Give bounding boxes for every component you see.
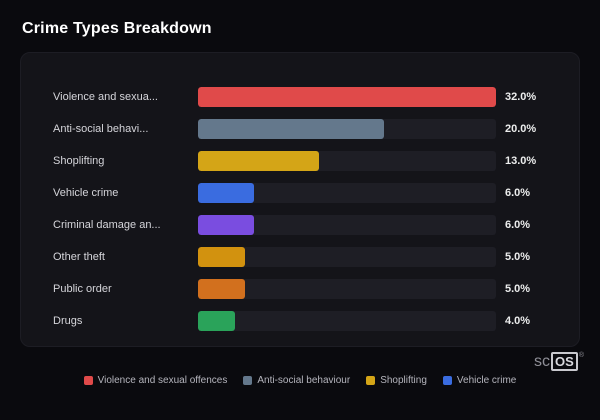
category-label: Shoplifting [53,155,105,167]
crime-dashboard-page: Crime Types Breakdown Violence and sexua… [0,20,600,386]
bar-segment[interactable] [198,87,496,107]
bar-segment[interactable] [198,279,245,299]
bar-segment[interactable] [198,183,254,203]
chart-row: Anti-social behavi... 20.0% [53,119,553,139]
value-label: 6.0% [505,219,531,231]
legend-label: Anti-social behaviour [257,375,351,386]
registered-mark: ® [578,351,584,359]
chart-row: Public order 5.0% [53,279,553,299]
category-label: Vehicle crime [53,187,119,199]
legend-swatch-icon [83,376,93,385]
bar-segment[interactable] [198,311,236,331]
value-label: 5.0% [505,283,531,295]
bar-track [198,279,496,299]
bar-track [198,119,496,139]
value-label: 5.0% [505,251,531,263]
scos-logo: sc OS ® [534,351,584,372]
value-label: 6.0% [505,187,531,199]
category-label: Anti-social behavi... [53,123,149,135]
legend-swatch-icon [442,376,452,385]
value-label: 32.0% [505,91,537,103]
bar-track [198,247,496,267]
legend-swatch-icon [366,376,376,385]
legend-item[interactable]: Vehicle crime [442,375,517,386]
value-label: 4.0% [505,315,531,327]
legend-label: Vehicle crime [456,375,517,386]
category-label: Criminal damage an... [53,219,161,231]
chart-legend: Violence and sexual offences Anti-social … [0,375,600,386]
bar-chart: Violence and sexua... 32.0% Anti-social be… [53,87,553,331]
bar-segment[interactable] [198,151,320,171]
chart-row: Vehicle crime 6.0% [53,183,553,203]
bar-segment[interactable] [198,119,385,139]
logo-text-sc: sc [534,352,551,370]
bar-segment[interactable] [198,247,245,267]
chart-card: Violence and sexua... 32.0% Anti-social be… [20,52,580,347]
bar-track [198,215,496,235]
category-label: Other theft [53,251,105,263]
chart-row: Violence and sexua... 32.0% [53,87,553,107]
legend-item[interactable]: Anti-social behaviour [243,375,350,386]
legend-item[interactable]: Shoplifting [366,375,427,386]
bar-track [198,183,496,203]
legend-swatch-icon [243,376,253,385]
chart-row: Criminal damage an... 6.0% [53,215,553,235]
legend-label: Violence and sexual offences [97,375,228,386]
bar-segment[interactable] [198,215,254,235]
chart-row: Other theft 5.0% [53,247,553,267]
logo-text-os: OS [551,351,578,371]
category-label: Violence and sexua... [53,91,158,103]
value-label: 13.0% [505,155,537,167]
category-label: Drugs [53,315,83,327]
bar-track [198,151,496,171]
bar-track [198,87,496,107]
legend-item[interactable]: Violence and sexual offences [83,375,228,386]
page-title: Crime Types Breakdown [22,20,212,37]
legend-label: Shoplifting [380,375,427,386]
bar-track [198,311,496,331]
category-label: Public order [53,283,112,295]
value-label: 20.0% [505,123,537,135]
chart-row: Drugs 4.0% [53,311,553,331]
logo-row: sc OS ® [0,347,600,373]
chart-row: Shoplifting 13.0% [53,151,553,171]
